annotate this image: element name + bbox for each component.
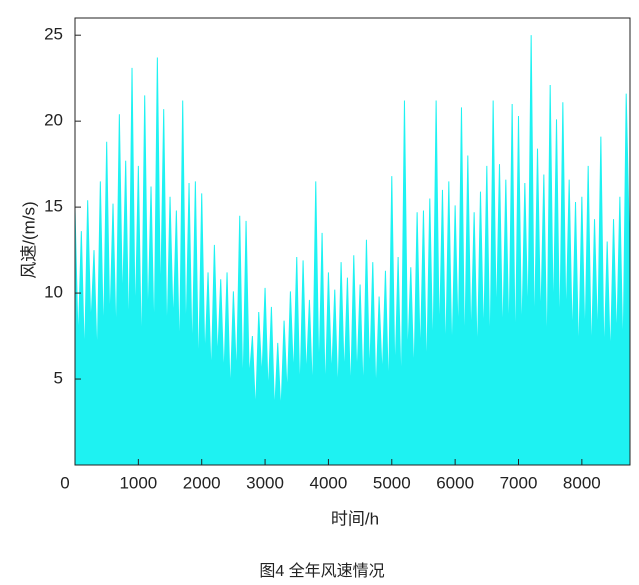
x-tick-label: 2000 xyxy=(183,473,221,492)
x-tick-label: 8000 xyxy=(563,473,601,492)
x-tick-label: 4000 xyxy=(310,473,348,492)
x-tick-label: 0 xyxy=(60,473,69,492)
x-tick-label: 5000 xyxy=(373,473,411,492)
x-tick-label: 3000 xyxy=(246,473,284,492)
figure-caption: 图4 全年风速情况 xyxy=(259,562,384,580)
plot-frame xyxy=(74,17,631,466)
y-axis-label: 风速/(m/s) xyxy=(19,201,38,278)
y-tick-label: 10 xyxy=(44,283,63,302)
x-tick-label: 1000 xyxy=(119,473,157,492)
x-axis-label: 时间/h xyxy=(331,509,379,528)
wind-speed-area xyxy=(74,35,630,466)
y-tick-label: 15 xyxy=(44,197,63,216)
x-tick-label: 7000 xyxy=(500,473,538,492)
y-tick-label: 25 xyxy=(44,25,63,44)
x-tick-label: 6000 xyxy=(436,473,474,492)
y-tick-label: 20 xyxy=(44,111,63,130)
y-tick-label: 5 xyxy=(54,369,63,388)
